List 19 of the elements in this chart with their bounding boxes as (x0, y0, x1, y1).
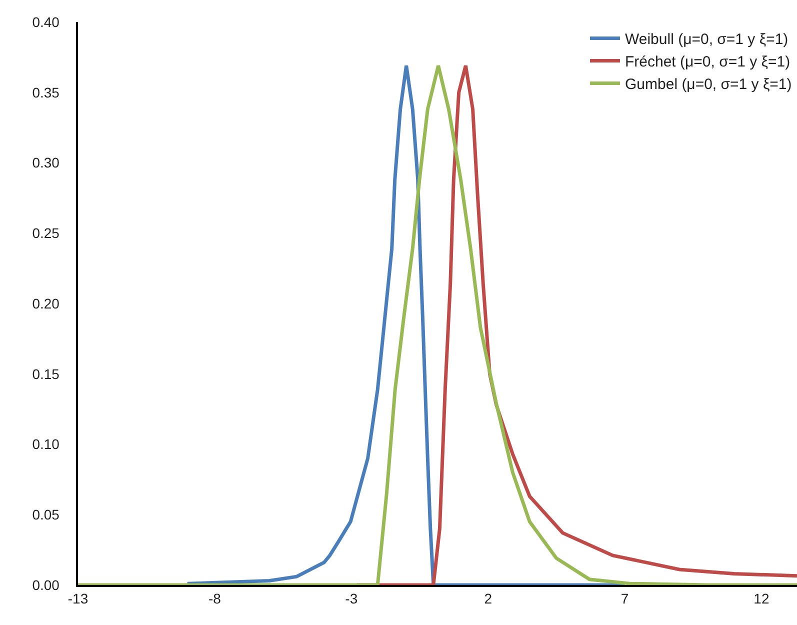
x-tick-label: 12 (754, 590, 770, 607)
y-tick-label: 0.05 (32, 506, 60, 523)
x-tick-label: 2 (484, 590, 492, 607)
y-tick-label: 0.40 (32, 14, 60, 30)
x-tick-label: -8 (208, 590, 222, 607)
line-series (186, 64, 627, 585)
legend-label: Gumbel (μ=0, σ=1 y ξ=1) (625, 76, 792, 94)
x-tick-label: 7 (620, 590, 629, 607)
y-tick-label: 0.20 (32, 295, 60, 312)
y-tick-label: 0.25 (32, 225, 60, 242)
legend-label: Weibull (μ=0, σ=1 y ξ=1) (625, 31, 788, 48)
y-tick-label: 0.35 (32, 84, 60, 100)
x-tick-label: -13 (68, 590, 88, 607)
y-tick-label: 0.30 (32, 154, 60, 171)
legend-label: Fréchet (μ=0, σ=1 y ξ=1) (625, 54, 790, 71)
y-tick-label: 0.15 (32, 366, 60, 382)
y-tick-label: 0.10 (32, 436, 60, 452)
x-tick-label: -3 (345, 590, 358, 607)
y-tick-label: 0.00 (32, 576, 60, 593)
